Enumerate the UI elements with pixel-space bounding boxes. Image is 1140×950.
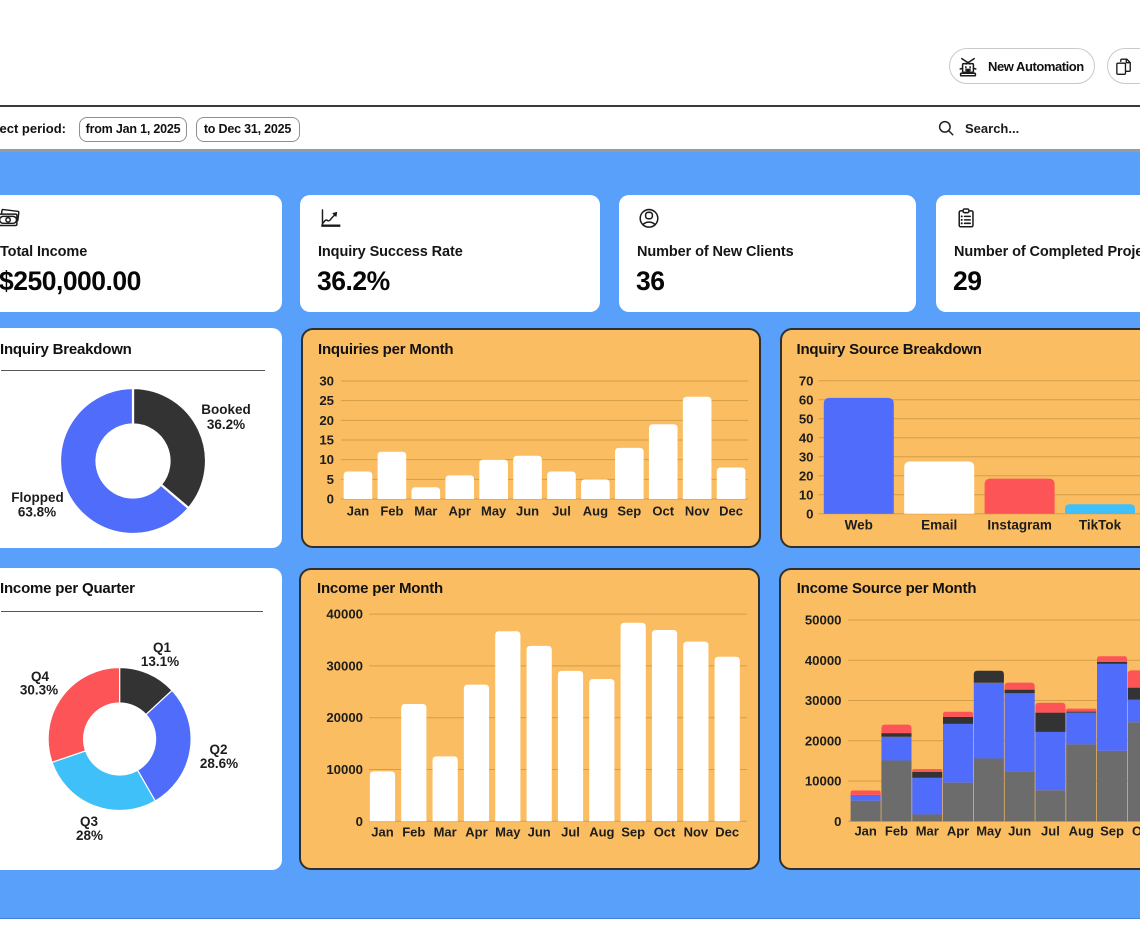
svg-text:Aug: Aug (589, 825, 614, 840)
svg-text:30: 30 (319, 374, 334, 389)
svg-text:0: 0 (326, 492, 333, 507)
svg-text:Apr: Apr (465, 825, 487, 840)
svg-text:May: May (480, 504, 506, 519)
svg-text:20: 20 (319, 413, 334, 428)
svg-text:50000: 50000 (805, 613, 842, 628)
svg-text:Dec: Dec (719, 504, 743, 519)
svg-text:Mar: Mar (915, 824, 938, 839)
svg-text:20000: 20000 (805, 733, 842, 748)
svg-text:25: 25 (319, 393, 334, 408)
svg-text:Email: Email (921, 518, 957, 533)
svg-text:28%: 28% (76, 828, 103, 843)
svg-text:Oct: Oct (1132, 824, 1140, 839)
svg-text:40000: 40000 (326, 607, 363, 622)
svg-text:Jun: Jun (1008, 824, 1031, 839)
svg-text:0: 0 (356, 814, 363, 829)
svg-text:Apr: Apr (448, 504, 470, 519)
svg-text:Q1: Q1 (153, 640, 172, 655)
svg-text:Jun: Jun (515, 504, 538, 519)
svg-text:Sep: Sep (621, 825, 645, 840)
svg-text:Feb: Feb (380, 504, 403, 519)
svg-text:13.1%: 13.1% (141, 654, 179, 669)
svg-text:Jan: Jan (346, 504, 368, 519)
svg-text:63.8%: 63.8% (18, 504, 56, 519)
svg-text:Sep: Sep (1100, 824, 1124, 839)
svg-text:10: 10 (319, 452, 334, 467)
svg-text:TikTok: TikTok (1078, 518, 1121, 533)
svg-text:Flopped: Flopped (11, 490, 64, 505)
svg-text:Jan: Jan (371, 825, 393, 840)
svg-text:Nov: Nov (684, 825, 709, 840)
svg-text:40: 40 (798, 430, 813, 445)
svg-text:36.2%: 36.2% (207, 417, 245, 432)
svg-text:Oct: Oct (654, 825, 676, 840)
svg-text:20000: 20000 (326, 710, 363, 725)
svg-text:0: 0 (834, 814, 841, 829)
svg-text:0: 0 (806, 506, 813, 521)
svg-text:Q2: Q2 (209, 742, 227, 757)
svg-text:Jan: Jan (854, 824, 876, 839)
svg-text:60: 60 (798, 392, 813, 407)
svg-text:30.3%: 30.3% (20, 682, 58, 697)
svg-text:Mar: Mar (434, 825, 457, 840)
svg-text:Dec: Dec (715, 825, 739, 840)
svg-text:10000: 10000 (805, 774, 842, 789)
svg-text:15: 15 (319, 433, 334, 448)
svg-text:10: 10 (798, 487, 813, 502)
svg-text:Instagram: Instagram (987, 518, 1052, 533)
svg-text:Nov: Nov (684, 504, 709, 519)
svg-text:Jul: Jul (1041, 824, 1060, 839)
svg-text:5: 5 (326, 472, 333, 487)
svg-text:Jun: Jun (528, 825, 551, 840)
svg-text:Aug: Aug (582, 504, 607, 519)
svg-text:Sep: Sep (617, 504, 641, 519)
svg-text:May: May (495, 825, 521, 840)
svg-text:Aug: Aug (1068, 824, 1093, 839)
svg-text:28.6%: 28.6% (200, 756, 238, 771)
svg-text:Feb: Feb (885, 824, 908, 839)
svg-text:70: 70 (798, 373, 813, 388)
svg-text:30: 30 (798, 449, 813, 464)
svg-text:Oct: Oct (652, 504, 674, 519)
svg-text:Web: Web (844, 518, 872, 533)
svg-text:30000: 30000 (805, 693, 842, 708)
svg-text:May: May (976, 824, 1002, 839)
svg-text:Booked: Booked (201, 402, 251, 417)
svg-text:40000: 40000 (805, 653, 842, 668)
svg-text:Q4: Q4 (31, 669, 50, 684)
svg-text:Jul: Jul (552, 504, 571, 519)
svg-text:20: 20 (798, 468, 813, 483)
svg-text:Apr: Apr (947, 824, 969, 839)
svg-text:Jul: Jul (561, 825, 580, 840)
svg-text:Mar: Mar (414, 504, 437, 519)
svg-text:Feb: Feb (402, 825, 425, 840)
svg-text:50: 50 (798, 411, 813, 426)
svg-text:10000: 10000 (326, 762, 363, 777)
svg-text:30000: 30000 (326, 658, 363, 673)
svg-text:Q3: Q3 (80, 814, 99, 829)
